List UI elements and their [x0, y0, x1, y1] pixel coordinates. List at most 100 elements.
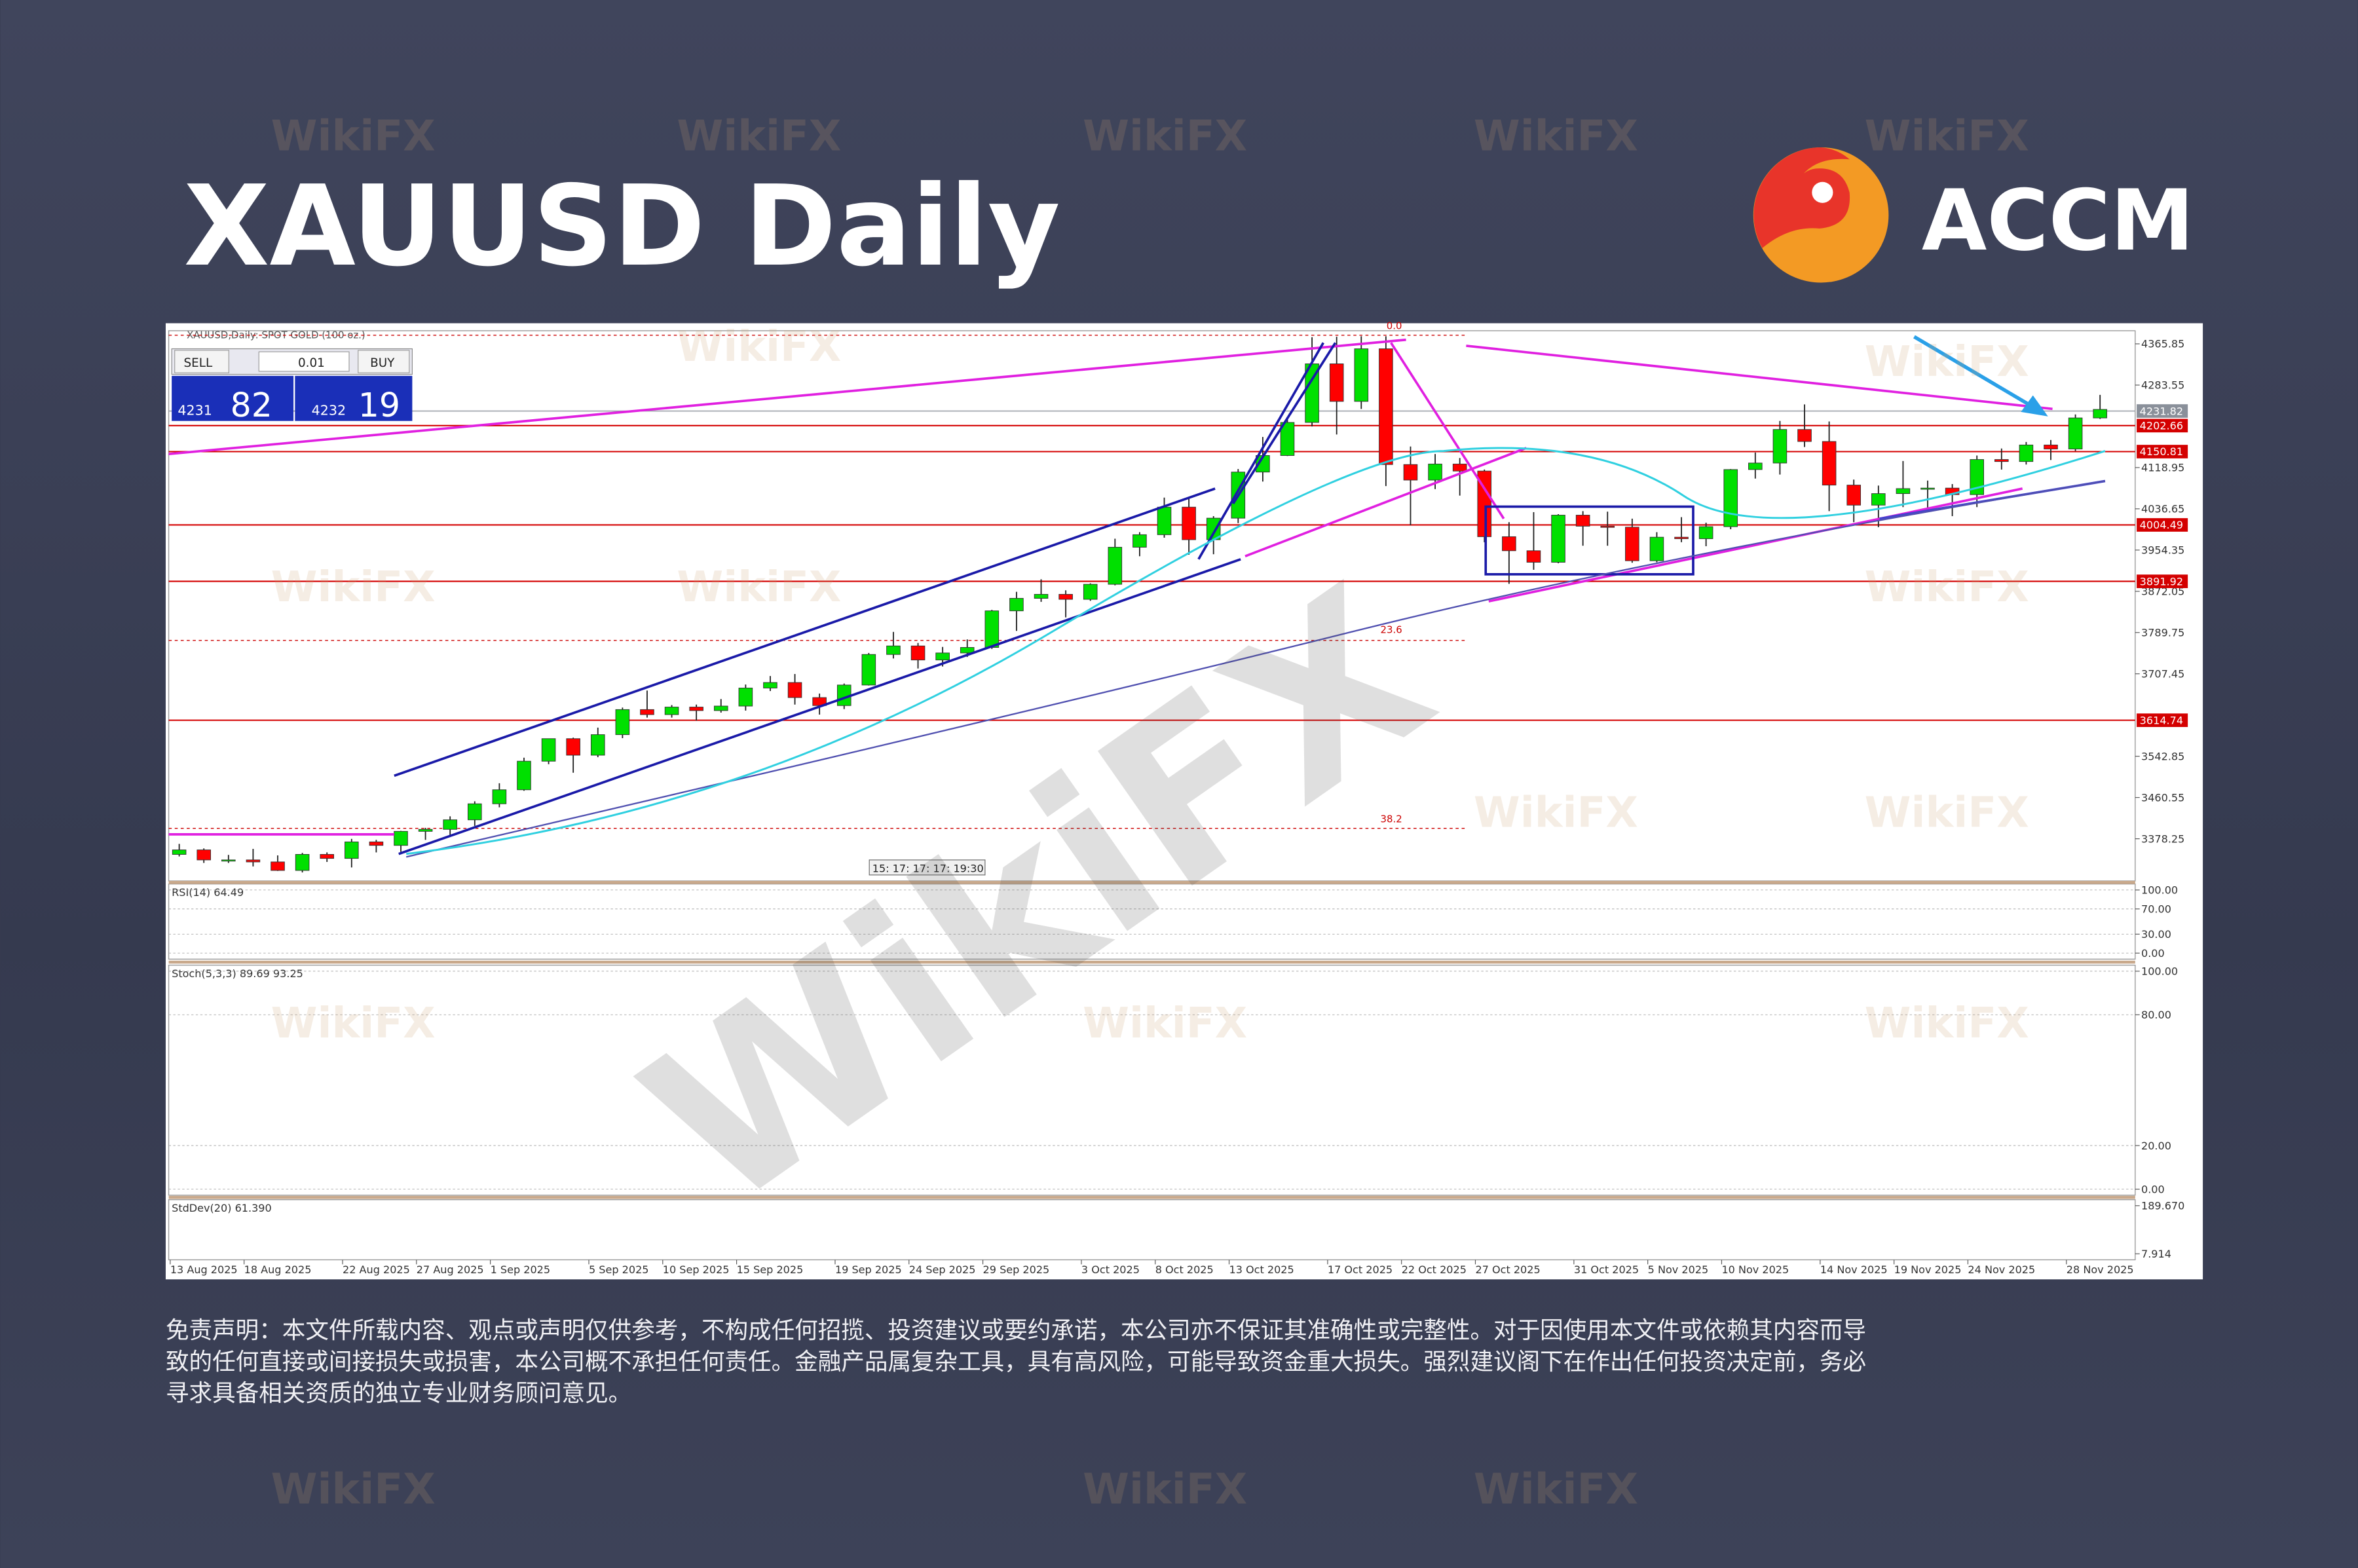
candle-body: [1994, 459, 2009, 462]
candle-body: [443, 819, 457, 830]
y-tick-label: 3789.75: [2141, 626, 2184, 639]
level-label: 3891.92: [2140, 575, 2183, 588]
candle-body: [1280, 422, 1295, 456]
disclaimer-line: 寻求具备相关资质的独立专业财务顾问意见。: [166, 1380, 631, 1407]
candle-body: [1723, 469, 1738, 527]
candle-body: [1698, 526, 1713, 539]
candle-body: [1403, 464, 1418, 481]
sell-price-pips: 82: [231, 386, 272, 424]
indicator-label: Stoch(5,3,3) 89.69 93.25: [172, 967, 303, 980]
sell-button[interactable]: [174, 350, 229, 373]
candle-body: [1034, 593, 1049, 599]
candle-body: [566, 738, 580, 756]
candle-body: [517, 760, 531, 791]
candle-body: [345, 841, 359, 859]
price-tag: [2137, 404, 2188, 418]
x-tick-label: 1 Sep 2025: [491, 1263, 551, 1276]
watermark: WikiFX: [1865, 112, 2029, 161]
x-tick-label: 22 Aug 2025: [343, 1263, 410, 1276]
indicator-tick-label: 20.00: [2141, 1140, 2171, 1152]
candle-body: [1083, 584, 1098, 600]
candle-body: [172, 849, 187, 855]
candle-body: [1797, 429, 1812, 442]
indicator-tick-label: 0.00: [2141, 947, 2165, 960]
candle-body: [1649, 536, 1664, 561]
x-tick-label: 10 Sep 2025: [663, 1263, 730, 1276]
y-tick-label: 3707.45: [2141, 667, 2184, 680]
x-tick-label: 8 Oct 2025: [1155, 1263, 1214, 1276]
y-tick-label: 4118.95: [2141, 462, 2184, 474]
candle-body: [935, 652, 950, 661]
y-tick-label: 3460.55: [2141, 791, 2184, 804]
indicator-tick-label: 7.914: [2141, 1248, 2171, 1260]
candle-body: [246, 859, 261, 863]
buy-price: 4232: [312, 403, 346, 419]
candle-body: [1772, 429, 1787, 464]
candle-body: [2044, 444, 2058, 449]
candle-body: [763, 682, 777, 688]
candle-body: [468, 803, 482, 821]
candle-body: [640, 709, 654, 715]
indicator-label: StdDev(20) 61.390: [172, 1202, 272, 1214]
candle-body: [1822, 441, 1837, 486]
x-tick-label: 13 Aug 2025: [170, 1263, 238, 1276]
candle-body: [787, 682, 802, 698]
chart-header: XAUUSD,Daily: SPOT GOLD (100 oz.): [187, 329, 365, 341]
fib-label: 38.2: [1381, 813, 1402, 825]
watermark: WikiFX: [677, 112, 841, 161]
candle-body: [221, 859, 236, 862]
x-tick-label: 27 Aug 2025: [417, 1263, 484, 1276]
candle-body: [886, 645, 901, 655]
watermark: WikiFX: [1474, 1465, 1638, 1514]
candle-body: [271, 861, 285, 871]
y-tick-label: 3872.05: [2141, 586, 2184, 598]
x-tick-label: 22 Oct 2025: [1402, 1263, 1467, 1276]
watermark: WikiFX: [1083, 1465, 1247, 1514]
candle-body: [1009, 598, 1024, 612]
disclaimer-line: 致的任何直接或间接损失或损害，本公司概不承担任何责任。金融产品属复杂工具，具有高…: [166, 1349, 1866, 1375]
lot-input[interactable]: [258, 351, 350, 372]
trend-lines: [168, 335, 2106, 858]
x-tick-label: 15 Sep 2025: [737, 1263, 804, 1276]
x-tick-label: 18 Aug 2025: [244, 1263, 312, 1276]
level-tag: [2137, 419, 2188, 433]
candle-body: [861, 654, 876, 686]
level-tag: [2137, 518, 2188, 532]
candle-body: [1379, 348, 1393, 465]
y-tick-label: 3542.85: [2141, 750, 2184, 762]
watermark: WikiFX: [1865, 999, 2029, 1048]
indicator-tick-label: 70.00: [2141, 903, 2171, 915]
x-tick-label: 31 Oct 2025: [1574, 1263, 1639, 1276]
candle-body: [738, 688, 753, 707]
watermark: WikiFX: [677, 563, 841, 612]
logo-text: ACCM: [1922, 172, 2194, 270]
candle-body: [369, 841, 384, 846]
level-label: 3614.74: [2140, 714, 2183, 726]
candle-body: [1551, 515, 1565, 563]
watermark: WikiFX: [271, 563, 436, 612]
candle-body: [1428, 464, 1442, 481]
watermark: WikiFX: [1865, 563, 2029, 612]
candle-body: [1502, 536, 1516, 551]
price-label: 4231.82: [2140, 405, 2183, 417]
buy-button[interactable]: [358, 350, 410, 373]
x-tick-label: 3 Oct 2025: [1081, 1263, 1140, 1276]
candle-body: [984, 610, 1000, 648]
x-tick-label: 29 Sep 2025: [983, 1263, 1050, 1276]
buy-label: BUY: [370, 356, 395, 370]
indicator-tick-label: 189.670: [2141, 1200, 2184, 1212]
x-tick-label: 19 Nov 2025: [1894, 1263, 1962, 1276]
candle-body: [394, 831, 408, 846]
indicator-label: RSI(14) 64.49: [172, 886, 244, 899]
candle-body: [1920, 487, 1935, 490]
trade-panel: [171, 348, 413, 421]
candle-body: [1625, 527, 1639, 561]
candle-body: [1896, 488, 1911, 495]
watermark: WikiFX: [1474, 112, 1638, 161]
candle-body: [196, 849, 212, 861]
candle-body: [1058, 593, 1073, 600]
candle-body: [1575, 515, 1590, 527]
y-tick-label: 4036.65: [2141, 503, 2184, 515]
candle-body: [1452, 464, 1467, 472]
logo: [1753, 147, 1889, 283]
